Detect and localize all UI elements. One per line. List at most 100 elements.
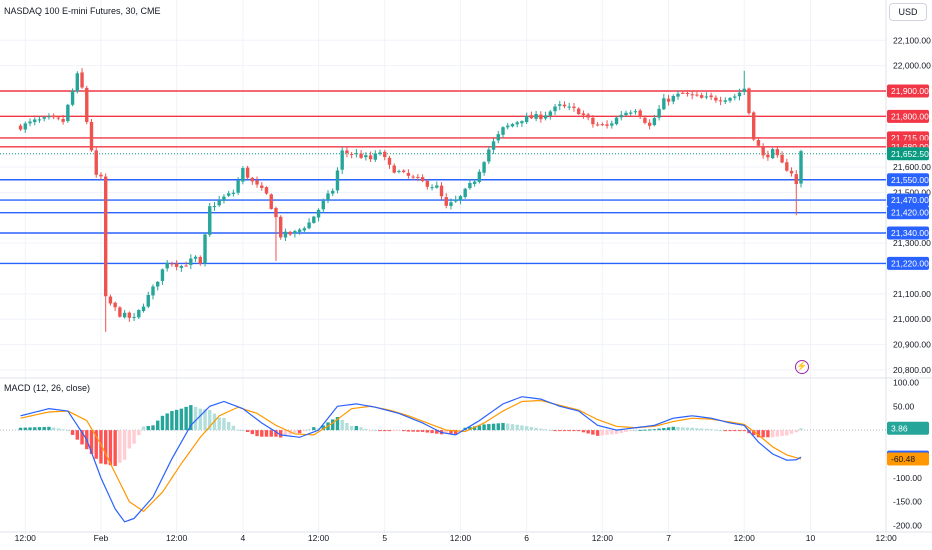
candle-body [222, 196, 226, 201]
histogram-bar [605, 430, 609, 435]
histogram-bar [255, 430, 259, 437]
candle-body [165, 262, 169, 269]
candle-body [709, 95, 713, 98]
time-tick-label: 12:00 [450, 533, 472, 543]
histogram-bar [506, 423, 510, 431]
histogram-bar [250, 430, 255, 435]
candle-body [331, 190, 335, 194]
histogram-bar [548, 429, 553, 431]
candle-body [37, 119, 42, 121]
histogram-bar [345, 422, 349, 431]
candle-body [752, 112, 756, 140]
candle-body [652, 118, 657, 126]
histogram-bar [610, 430, 614, 435]
histogram-bar [151, 425, 155, 431]
candle-body [156, 281, 160, 287]
candle-body [780, 154, 784, 163]
histogram-bar [444, 430, 448, 434]
candle-body [108, 296, 113, 304]
level-price-tag-bg [887, 173, 929, 187]
histogram-bar [392, 430, 396, 432]
candle-body [255, 180, 259, 185]
histogram-bar [756, 430, 761, 438]
candle-body [359, 153, 363, 158]
histogram-bar [56, 428, 61, 431]
histogram-bar [529, 427, 534, 431]
level-price-tag: 21,420.00 [891, 208, 929, 218]
horizontal-levels[interactable] [0, 90, 886, 265]
lightning-icon[interactable]: ⚡ [795, 360, 809, 374]
histogram-bar [633, 430, 638, 432]
histogram-bar [307, 429, 311, 431]
histogram-bar [179, 408, 184, 431]
histogram-bar [789, 430, 794, 434]
candle-body [217, 200, 221, 206]
candle-body [794, 174, 798, 185]
candle-body [737, 92, 742, 97]
histogram-bar [449, 430, 453, 434]
candle-body [671, 95, 675, 102]
candle-body [567, 106, 571, 108]
histogram-bar [619, 430, 623, 433]
price-tick-label: 22,100.00 [893, 35, 931, 45]
candle-body [520, 121, 524, 124]
candle-body [203, 234, 207, 264]
candle-body [141, 306, 146, 312]
histogram-bar [685, 427, 690, 431]
candle-body [506, 125, 510, 128]
candle-body [543, 115, 548, 119]
histogram-bar [23, 427, 27, 431]
histogram-bar [624, 430, 628, 433]
candle-body [56, 117, 61, 119]
histogram-bar [236, 429, 240, 431]
level-price-tag: 21,220.00 [891, 258, 929, 268]
histogram-bar [539, 428, 543, 431]
histogram-bar [553, 430, 557, 432]
candle-body [723, 100, 728, 102]
candle-body [297, 229, 302, 232]
time-tick-label: 12:00 [15, 533, 37, 543]
histogram-bar [349, 425, 354, 431]
candle-body [99, 174, 103, 177]
candle-body [89, 121, 94, 151]
candle-body [151, 286, 155, 296]
currency-button[interactable]: USD [889, 3, 927, 21]
candle-body [756, 140, 761, 146]
candle-body [94, 150, 98, 175]
candle-body [458, 196, 463, 201]
price-axis[interactable]: 22,100.00 22,000.00 21,600.00 21,500.00 21,3… [893, 35, 931, 530]
macd-tick-label: -100.00 [893, 473, 922, 483]
histogram-bar [520, 425, 524, 431]
candle-body [477, 171, 482, 182]
histogram-bar [794, 430, 798, 433]
candle-body [591, 117, 595, 125]
histogram-bar [174, 409, 179, 431]
candle-body [454, 199, 458, 202]
histogram-bar [643, 429, 647, 431]
histogram-bar [340, 419, 344, 431]
candle-body [491, 141, 496, 150]
candle-body [198, 256, 202, 264]
chart-title: NASDAQ 100 E-mini Futures, 30, CME [4, 6, 161, 16]
macd-tick-label: -200.00 [893, 521, 922, 531]
candle-body [718, 100, 723, 102]
histogram-bar [217, 417, 221, 431]
time-axis[interactable]: 12:00 Feb 12:00 4 12:00 5 12:00 6 12:00 7 12:00 10 1… [15, 533, 897, 543]
candle-body [321, 200, 325, 210]
histogram-bar [241, 430, 245, 432]
candle-body [681, 92, 685, 94]
candle-body [600, 124, 605, 126]
histogram-bar [193, 406, 198, 431]
time-tick-label: 5 [382, 533, 387, 543]
histogram-bar [496, 423, 500, 431]
candle-body [742, 88, 746, 93]
histogram-bar [80, 430, 84, 445]
histogram-bar [61, 429, 65, 431]
candle-body [695, 94, 699, 96]
candle-body [638, 110, 642, 118]
candle-body [420, 177, 425, 182]
level-price-tag-bg [887, 256, 929, 270]
histogram-bar [245, 430, 250, 433]
